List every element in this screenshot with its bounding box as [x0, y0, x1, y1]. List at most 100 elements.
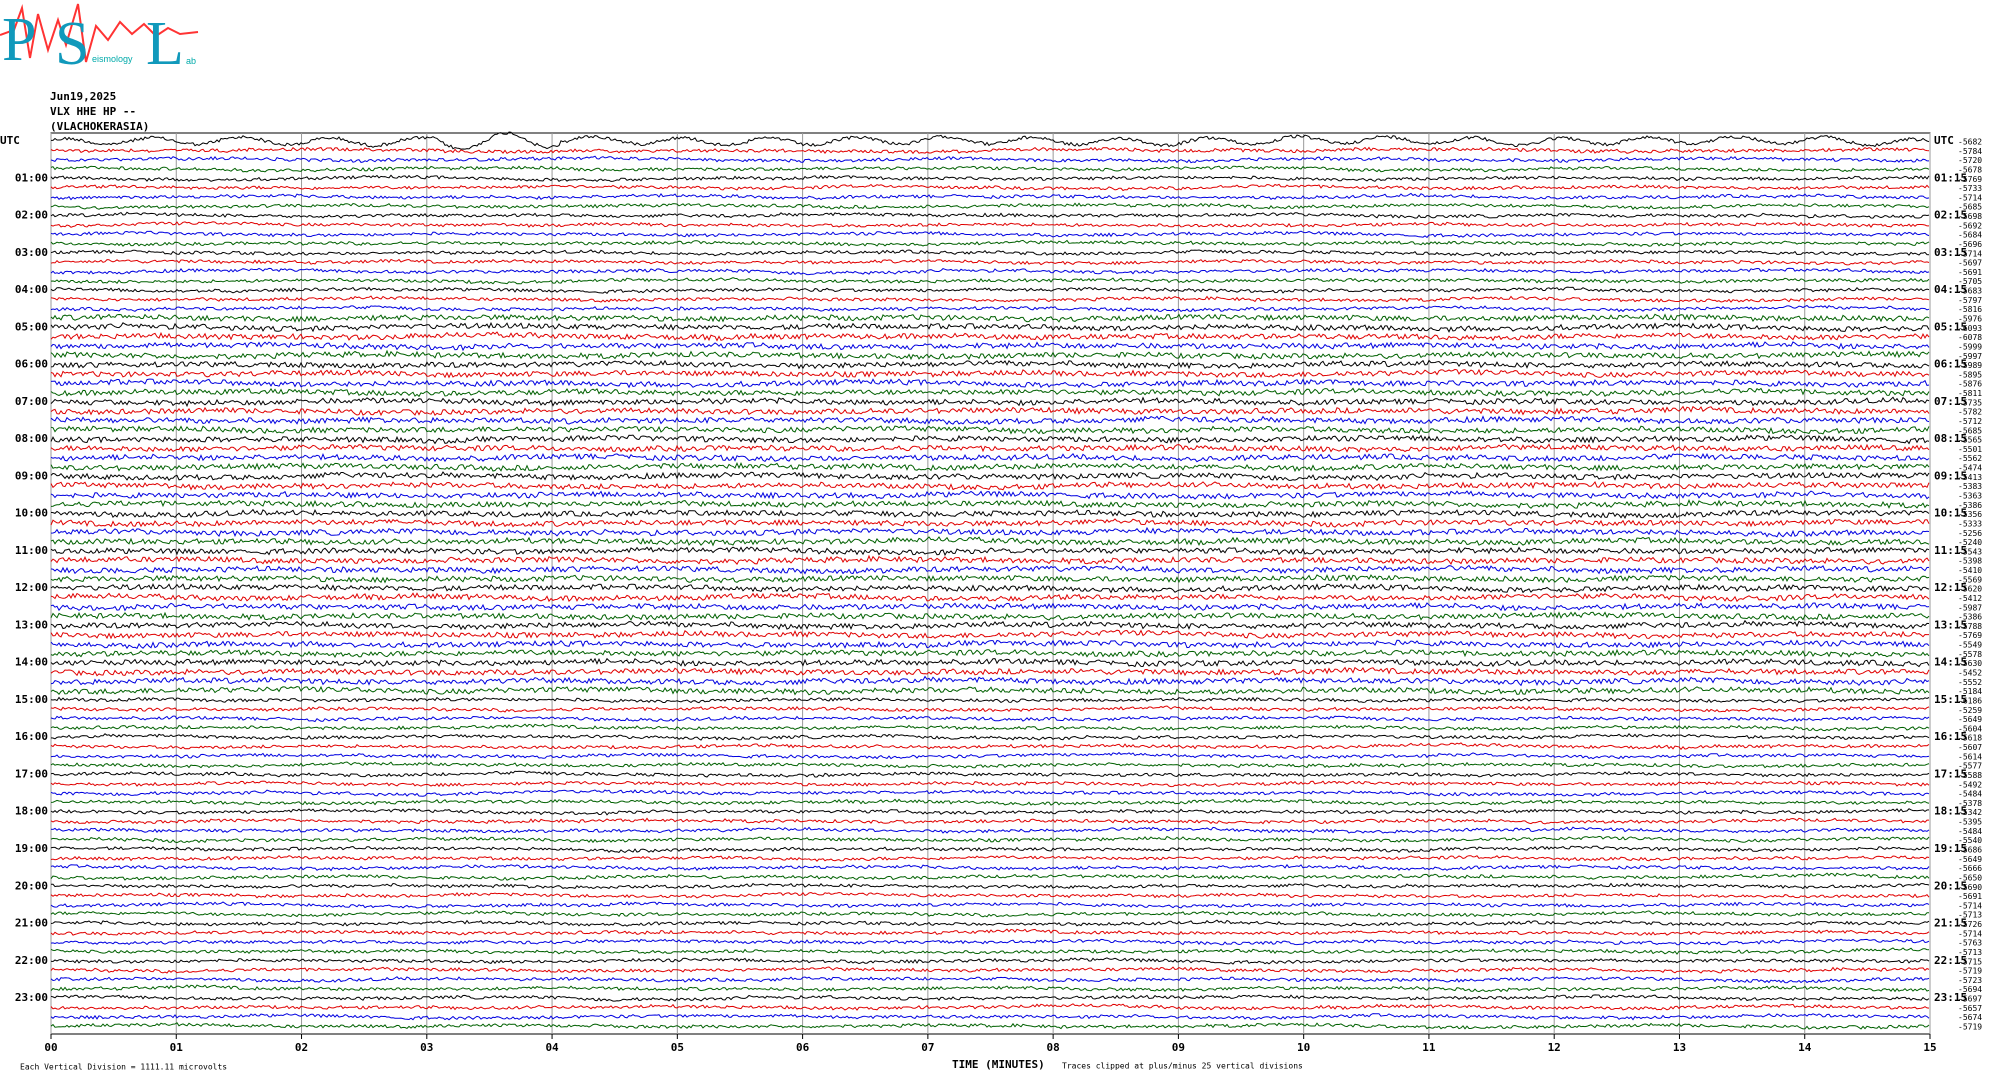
- x-tick-label: 13: [1673, 1041, 1686, 1054]
- trace-label: -5540: [1958, 836, 1982, 845]
- trace-label: -5607: [1958, 743, 1982, 752]
- trace-label: -5712: [1958, 417, 1982, 426]
- trace: [50, 994, 1930, 1002]
- trace: [50, 267, 1930, 276]
- trace-label: -5630: [1958, 659, 1982, 668]
- hour-label-right: 03:15: [1934, 246, 1967, 259]
- x-tick-label: 00: [44, 1041, 57, 1054]
- trace: [50, 192, 1930, 201]
- trace-label: -5705: [1958, 277, 1982, 286]
- hour-label-right: 10:15: [1934, 507, 1967, 520]
- trace: [50, 789, 1930, 797]
- trace: [50, 277, 1930, 285]
- hour-label-right: 21:15: [1934, 917, 1967, 930]
- trace: [50, 928, 1930, 936]
- trace-label: -5356: [1958, 510, 1982, 519]
- hour-label: UTC: [0, 134, 20, 147]
- hour-label: 08:00: [15, 432, 48, 445]
- trace-label: -5683: [1958, 287, 1982, 296]
- logo-word: ab: [186, 56, 196, 66]
- trace-label: -5604: [1958, 724, 1982, 733]
- station: VLX HHE HP --: [50, 105, 136, 118]
- hour-label: 23:00: [15, 991, 48, 1004]
- trace: [50, 174, 1930, 183]
- trace: [50, 368, 1930, 379]
- trace-label: -5666: [1958, 864, 1982, 873]
- trace: [50, 434, 1930, 445]
- trace-label: -5484: [1958, 790, 1982, 799]
- trace: [50, 230, 1930, 239]
- trace: [50, 723, 1930, 732]
- trace-label: -5549: [1958, 641, 1982, 650]
- trace-label: -5895: [1958, 370, 1982, 379]
- x-tick-label: 15: [1923, 1041, 1936, 1054]
- hour-label-right: 04:15: [1934, 283, 1967, 296]
- trace: [50, 984, 1930, 993]
- trace-label: -5614: [1958, 752, 1982, 761]
- trace: [50, 239, 1930, 247]
- trace: [50, 666, 1930, 677]
- trace: [50, 1003, 1930, 1011]
- hour-label: 16:00: [15, 730, 48, 743]
- trace: [50, 592, 1930, 603]
- trace-label: -5987: [1958, 603, 1982, 612]
- hour-label-right: 14:15: [1934, 656, 1967, 669]
- trace-label: -5691: [1958, 892, 1982, 901]
- trace-label: -5333: [1958, 519, 1982, 528]
- trace-label: -5342: [1958, 808, 1982, 817]
- trace: [50, 675, 1930, 687]
- trace: [50, 349, 1930, 361]
- trace-label: -5698: [1958, 212, 1982, 221]
- trace-label: -5876: [1958, 380, 1982, 389]
- hour-label: 06:00: [15, 358, 48, 371]
- trace: [50, 705, 1930, 713]
- trace-label: -5413: [1958, 473, 1982, 482]
- trace: [50, 321, 1930, 333]
- trace-label: -5240: [1958, 538, 1982, 547]
- x-tick-label: 04: [545, 1041, 559, 1054]
- trace-label: -5726: [1958, 920, 1982, 929]
- hour-label-right: 15:15: [1934, 693, 1967, 706]
- trace-label: -5577: [1958, 762, 1982, 771]
- date: Jun19,2025: [50, 90, 116, 103]
- trace-label: -5714: [1958, 249, 1982, 258]
- x-tick-label: 03: [420, 1041, 433, 1054]
- trace-label: -5719: [1958, 967, 1982, 976]
- trace: [50, 657, 1930, 668]
- trace-label: -5649: [1958, 855, 1982, 864]
- plot-frame: [50, 132, 1931, 1035]
- trace-label: -5788: [1958, 622, 1982, 631]
- trace: [50, 629, 1929, 640]
- trace-label: -5395: [1958, 818, 1982, 827]
- trace-label: -5618: [1958, 734, 1982, 743]
- trace-label: -5816: [1958, 305, 1982, 314]
- hour-label-right: 12:15: [1934, 581, 1967, 594]
- trace-label: -5713: [1958, 948, 1982, 957]
- trace-label: -5674: [1958, 1013, 1982, 1022]
- trace-label: -5719: [1958, 1023, 1982, 1032]
- x-tick-label: 09: [1172, 1041, 1185, 1054]
- clip-note: Traces clipped at plus/minus 25 vertical…: [1062, 1062, 1303, 1071]
- trace: [50, 498, 1930, 510]
- trace-label: -5715: [1958, 957, 1982, 966]
- trace: [50, 313, 1930, 323]
- trace: [50, 396, 1930, 408]
- trace-label: -5696: [1958, 240, 1982, 249]
- trace: [50, 798, 1930, 806]
- trace: [50, 685, 1930, 696]
- trace-label: -5678: [1958, 165, 1982, 174]
- scale-note: Each Vertical Division = 1111.11 microvo…: [20, 1063, 227, 1072]
- trace: [50, 957, 1930, 965]
- trace-label: -5713: [1958, 911, 1982, 920]
- trace: [50, 211, 1930, 219]
- hour-label: 13:00: [15, 618, 48, 631]
- trace: [50, 696, 1930, 704]
- trace: [50, 770, 1930, 778]
- hour-label-right: 09:15: [1934, 469, 1967, 482]
- trace-label: -5769: [1958, 175, 1982, 184]
- trace-label: -5562: [1958, 454, 1982, 463]
- trace: [50, 481, 1930, 491]
- trace-label: -5383: [1958, 482, 1982, 491]
- trace: [50, 490, 1930, 500]
